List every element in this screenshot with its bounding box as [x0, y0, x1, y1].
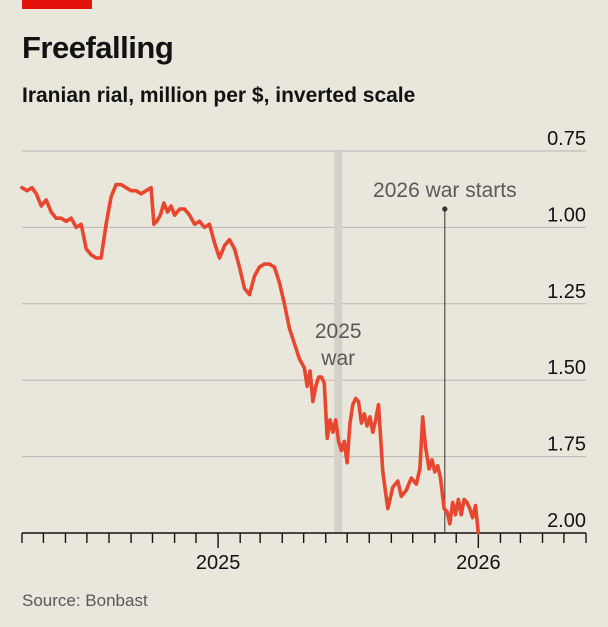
war-2025-label: war: [320, 347, 355, 370]
war-2026-marker-dot: [442, 206, 448, 212]
chart-subtitle: Iranian rial, million per $, inverted sc…: [22, 84, 416, 107]
war-2025-band: [334, 151, 343, 533]
x-tick-label: 2025: [196, 552, 241, 574]
grid-lines: [22, 150, 586, 458]
source-note: Source: Bonbast: [22, 591, 148, 610]
annotation-layer: 2025 war 2026 war starts: [315, 151, 517, 533]
y-tick-label: 1.25: [547, 281, 586, 303]
y-tick-label: 1.75: [547, 434, 586, 456]
rial-series-line: [20, 182, 481, 535]
brand-tag: [22, 0, 92, 9]
y-tick-label: 0.75: [547, 128, 586, 150]
y-tick-label: 1.00: [547, 204, 586, 226]
y-tick-label: 1.50: [547, 357, 586, 379]
war-2025-label: 2025: [315, 320, 362, 343]
x-axis: 2025 2026: [21, 532, 587, 574]
y-tick-label: 2.00: [547, 510, 586, 532]
chart-title: Freefalling: [22, 30, 174, 65]
war-2026-label: 2026 war starts: [373, 179, 517, 202]
data-series: [20, 182, 481, 535]
y-tick-labels: 0.75 1.00 1.25 1.50 1.75 2.00: [547, 128, 586, 532]
line-chart: 2025 war 2026 war starts 2025 2026 0.75 1.00…: [20, 128, 587, 574]
x-tick-label: 2026: [456, 552, 501, 574]
